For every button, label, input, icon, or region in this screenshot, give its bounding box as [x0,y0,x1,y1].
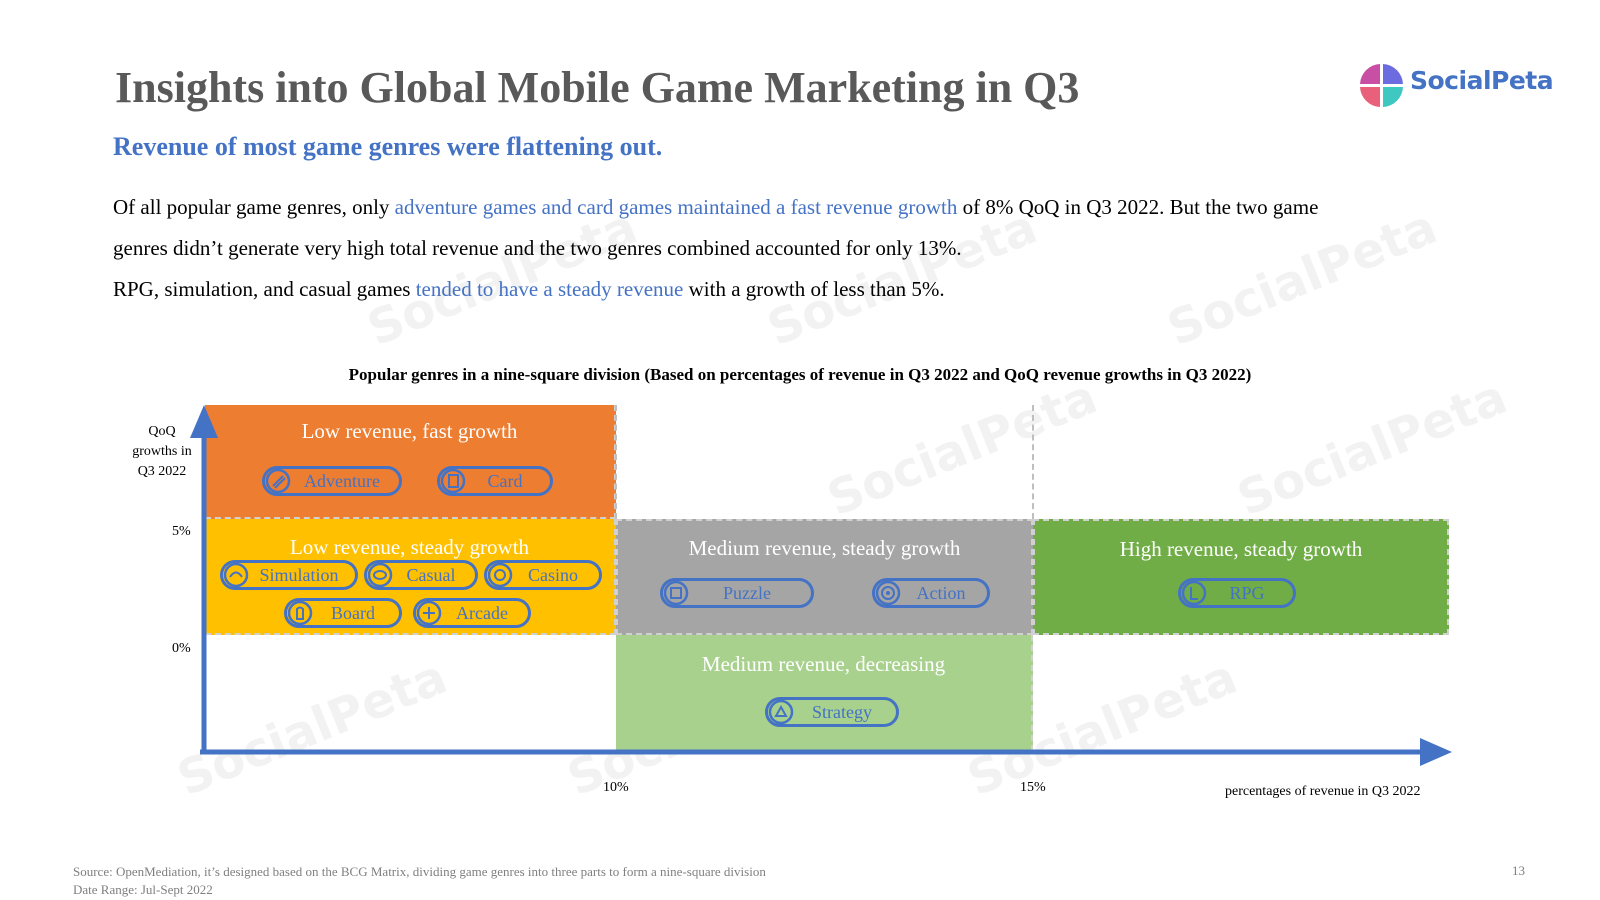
cell-title: Medium revenue, decreasing [701,652,946,676]
cell-title: Low revenue, fast growth [301,419,518,443]
body-highlight: adventure games and card games maintaine… [394,195,958,219]
puzzle-icon [663,580,689,606]
strategy-icon [768,699,794,725]
cell-medium-revenue-steady-growth: Medium revenue, steady growth [616,519,1033,635]
body-line-1: Of all popular game genres, only adventu… [113,195,1318,220]
body-text: Of all popular game genres, only [113,195,395,219]
casino-icon [487,562,513,588]
simulation-icon [223,562,249,588]
genre-label: Card [487,470,523,491]
page-number: 13 [1512,863,1525,878]
chart-title: Popular genres in a nine-square division… [348,365,1252,384]
genre-pill-board: Board [284,598,402,628]
body-text: with a growth of less than 5%. [683,277,945,301]
body-text: RPG, simulation, and casual games [113,277,416,301]
footer-source: Source: OpenMediation, it’s designed bas… [73,863,766,899]
adventure-icon [265,468,291,494]
genre-label: RPG [1229,582,1265,603]
genre-label: Casual [406,564,456,585]
cell-low-revenue-steady-growth: Low revenue, steady growth [205,519,616,635]
cell-high-revenue-steady-growth: High revenue, steady growth [1033,519,1449,635]
x-axis-arrow [1420,738,1452,766]
cell-title: High revenue, steady growth [1119,537,1363,561]
grid-line-15 [1032,405,1034,519]
page-subtitle: Revenue of most game genres were flatten… [113,132,663,161]
page-title: Insights into Global Mobile Game Marketi… [115,63,1080,112]
genre-label: Casino [527,564,578,585]
card-icon [440,468,466,494]
cell-low-revenue-fast-growth: Low revenue, fast growth [205,405,616,519]
brand-logo-text: SocialPeta [1410,66,1554,95]
genre-pill-puzzle: Puzzle [660,578,814,608]
genre-label: Puzzle [723,582,771,603]
genre-label: Arcade [456,602,508,623]
rpg-icon [1181,580,1207,606]
cell-title: Low revenue, steady growth [289,535,530,559]
x-axis-label: percentages of revenue in Q3 2022 [1225,784,1421,799]
genre-pill-casino: Casino [484,560,602,590]
y-tick-label: 5% [172,524,191,539]
genre-pill-simulation: Simulation [220,560,358,590]
socialpeta-logo-icon [1360,64,1403,107]
genre-pill-rpg: RPG [1178,578,1296,608]
genre-pill-adventure: Adventure [262,466,402,496]
source-note: Source: OpenMediation, it’s designed bas… [73,864,766,879]
casual-icon [367,562,393,588]
genre-pill-strategy: Strategy [765,697,899,727]
genre-label: Adventure [304,470,380,491]
y-axis-arrow [190,405,218,438]
board-icon [287,600,313,626]
date-range: Date Range: Jul-Sept 2022 [73,882,213,897]
body-highlight: tended to have a steady revenue [415,277,684,301]
action-icon [875,580,901,606]
y-tick-label: 0% [172,641,191,656]
genre-label: Simulation [259,564,339,585]
body-line-3: RPG, simulation, and casual games tended… [113,277,945,302]
x-tick-label: 10% [603,780,629,795]
cell-medium-revenue-decreasing: Medium revenue, decreasing [616,635,1033,751]
body-line-2: genres didn’t generate very high total r… [113,236,962,260]
brand-logo [1358,62,1538,108]
body-text: of 8% QoQ in Q3 2022. But the two game [957,195,1319,219]
y-axis-label: QoQ growths in Q3 2022 [132,424,192,479]
genre-label: Action [916,582,966,603]
genre-label: Strategy [812,701,872,722]
genre-pill-casual: Casual [364,560,478,590]
arcade-icon [416,600,442,626]
cell-title: Medium revenue, steady growth [688,536,961,560]
genre-label: Board [331,602,375,623]
genre-pill-action: Action [872,578,990,608]
grid-line-10 [615,405,617,519]
x-tick-label: 15% [1020,780,1046,795]
genre-pill-arcade: Arcade [413,598,531,628]
genre-pill-card: Card [437,466,553,496]
